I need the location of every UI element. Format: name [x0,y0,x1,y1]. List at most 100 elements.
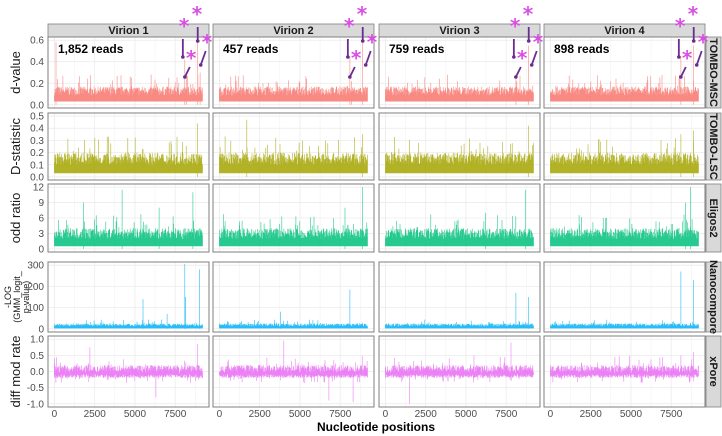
y-axis-label: odd ratio [8,193,23,244]
row-strip [705,36,722,109]
y-axis-label-line: p-value) [21,281,31,314]
arrow-head-icon [346,55,350,59]
arrow-head-icon [181,55,185,59]
arrow-icon [184,66,191,78]
series-line-tombo-msc [219,40,368,105]
asterisk-marker: * [682,46,693,70]
panel-border [212,183,375,253]
arrow-icon [680,66,687,78]
arrow-icon [349,66,356,78]
arrow-head-icon [526,39,531,43]
asterisk-marker: * [688,2,699,26]
arrow-icon [530,50,538,66]
arrow-head-icon [195,39,200,43]
series-line-tombo-lsc [550,130,699,177]
y-tick-label: 9 [38,198,44,209]
arrow-head-icon [679,75,683,79]
series-line-eligos2 [219,187,368,249]
panel-border [543,261,706,333]
panel-border [378,112,541,181]
asterisk-marker: * [675,14,686,38]
asterisk-marker: * [510,14,521,38]
row-strip-label: TOMBO-MSC [707,38,719,107]
read-count-label: 457 reads [223,42,279,56]
row-strip [705,183,722,253]
x-tick-label: 5000 [620,409,643,420]
y-tick-label: 0.4 [30,124,44,135]
y-tick-label: 0.5 [30,112,44,123]
y-tick-label: -0.5 [27,383,45,394]
arrow-head-icon [691,39,696,43]
panel-border [212,36,375,109]
series-line-nanocompore [54,264,203,329]
row-strip [705,261,722,333]
series-line-tombo-msc [550,45,699,105]
row-strip-label: xPore [707,356,719,387]
asterisk-marker: * [367,30,378,54]
asterisk-marker: * [344,14,355,38]
arrow-head-icon [360,39,365,43]
panel-border [543,112,706,181]
x-tick-label: 0 [548,409,554,420]
series-line-eligos2 [550,187,699,249]
series-line-nanocompore [385,292,534,329]
arrow-head-icon [198,63,203,67]
panel-border [212,335,375,408]
x-tick-label: 2500 [249,409,272,420]
y-tick-label: -1.0 [27,399,45,410]
y-tick-label: 0.2 [30,148,44,159]
y-axis-label: D-statistic [8,117,23,175]
y-axis-label-line: (GMM_logit_ [12,270,22,323]
y-axis-label-line: -LOG [3,286,13,308]
x-tick-label: 7500 [495,409,518,420]
x-tick-label: 5000 [289,409,312,420]
panel-border [378,261,541,333]
y-tick-label: 0 [38,244,44,255]
panel-border [212,261,375,333]
read-count-label: 898 reads [554,42,610,56]
x-tick-label: 7500 [164,409,187,420]
series-line-eligos2 [385,189,534,249]
column-strip-label: Virion 3 [439,25,479,37]
asterisk-marker: * [523,2,534,26]
series-line-tombo-lsc [54,123,203,177]
asterisk-marker: * [202,30,213,54]
y-tick-label: 0.0 [30,172,44,183]
panel-background [544,262,705,332]
asterisk-marker: * [186,46,197,70]
series-line-tombo-msc [54,42,203,105]
arrow-icon [364,50,372,66]
panel-border [47,112,210,181]
panel-border [378,183,541,253]
x-tick-label: 0 [383,409,389,420]
panel-border [543,335,706,408]
arrow-icon [515,66,522,78]
x-tick-label: 5000 [124,409,147,420]
y-tick-label: 0.0 [30,367,44,378]
row-strip [705,112,722,181]
series-line-nanocompore [219,289,368,329]
y-tick-label: 12 [33,183,45,194]
panel-border [47,183,210,253]
panel-border [543,183,706,253]
series-line-tombo-lsc [385,125,534,177]
series-line-xpore [54,344,203,398]
y-tick-label: 200 [27,282,44,293]
asterisk-marker: * [351,46,362,70]
arrow-head-icon [183,75,187,79]
arrow-head-icon [529,63,534,67]
y-tick-label: 0.1 [30,160,44,171]
series-line-xpore [550,352,699,383]
x-tick-label: 0 [52,409,58,420]
y-tick-label: 1.0 [30,335,44,346]
column-strip-label: Virion 1 [108,25,148,37]
series-line-nanocompore [550,271,699,329]
panel-background [379,262,540,332]
row-strip-label: TOMBO-LSC [707,113,719,179]
arrow-head-icon [677,55,681,59]
y-tick-label: 0 [38,324,44,335]
read-count-label: 759 reads [389,42,445,56]
read-count-label: 1,852 reads [58,42,124,56]
y-tick-label: 3 [38,229,44,240]
panel-border [378,36,541,109]
